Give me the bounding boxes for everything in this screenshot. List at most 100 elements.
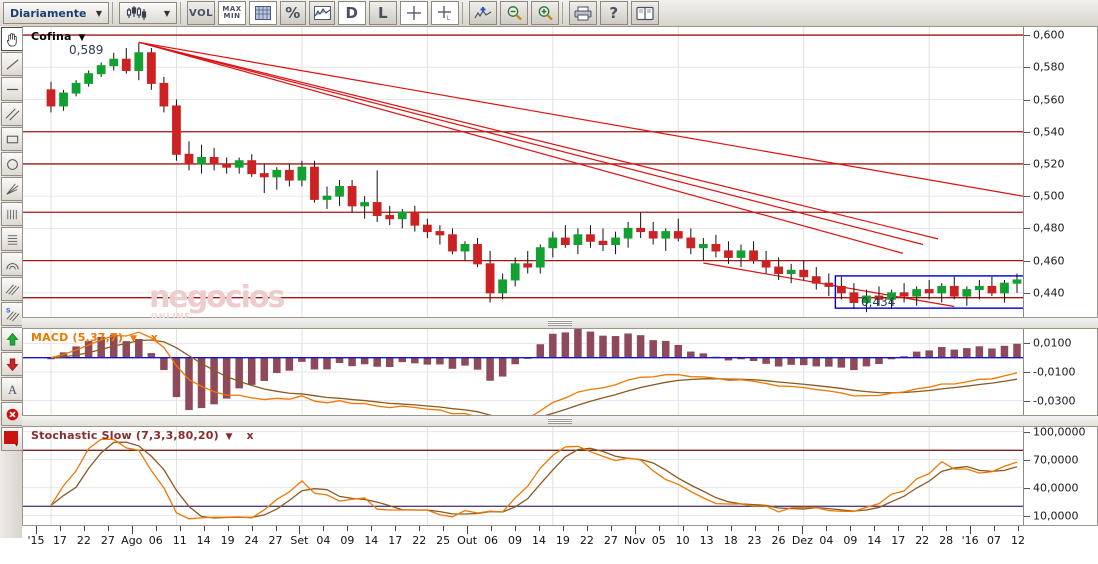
chevron-down-icon: ▼ [95, 8, 102, 18]
macd-tick-label: -0,0300 [1033, 394, 1076, 408]
date-tick [826, 526, 828, 531]
tool-horizontal-grid[interactable] [1, 227, 23, 251]
volume-button[interactable]: VOL [187, 1, 215, 25]
charttype-selector[interactable]: ▼ [119, 2, 177, 24]
date-tick [443, 526, 445, 531]
macd-close-icon[interactable]: x [150, 331, 158, 344]
chevron-down-icon: ▼ [129, 334, 137, 344]
tool-speedlines[interactable] [1, 277, 23, 301]
printer-icon [574, 6, 592, 21]
tool-arc[interactable] [1, 252, 23, 276]
date-tick-label: 23 [747, 534, 762, 547]
volume-icon: VOL [189, 7, 213, 19]
stochastic-plot-area[interactable] [23, 427, 1023, 525]
date-tick-label: Nov [624, 534, 646, 547]
stochastic-axis[interactable]: 100,0000 70,0000 40,0000 10,0000 [1023, 425, 1098, 525]
print-button[interactable] [569, 1, 597, 25]
date-tick-label: 07 [987, 534, 1002, 547]
tool-pan[interactable] [1, 27, 23, 51]
parallel-lines-icon [5, 107, 20, 122]
price-pane[interactable]: Cofina ▼ 0,589 negocios ONLINE 0,434 0,6… [22, 26, 1098, 321]
date-tick [946, 526, 948, 531]
stochastic-header[interactable]: Stochastic Slow (7,3,3,80,20) ▼ x [31, 429, 254, 442]
price-axis[interactable]: 0,600 0,580 0,560 0,540 0,520 0,500 0,480 0,460… [1023, 27, 1098, 317]
zoom-out-button[interactable] [500, 1, 528, 25]
tool-rectangle[interactable] [1, 127, 23, 151]
maxmin-button[interactable]: MAX MIN [218, 1, 246, 25]
macd-axis[interactable]: 0,0100 -0,0100 -0,0300 [1023, 329, 1098, 415]
symbol-header[interactable]: Cofina ▼ [31, 30, 85, 43]
date-tick [922, 526, 924, 531]
last-price-label: 0,589 [69, 43, 104, 57]
date-tick-label: 22 [76, 534, 91, 547]
tool-parallel-lines[interactable] [1, 102, 23, 126]
tool-text[interactable]: A [1, 377, 23, 401]
date-tick [83, 526, 85, 531]
tool-delete[interactable] [1, 402, 23, 426]
delete-circle-icon [5, 407, 20, 422]
macd-title: MACD (5,37,7) [31, 331, 124, 344]
stochastic-pane[interactable]: Stochastic Slow (7,3,3,80,20) ▼ x 100,00… [22, 425, 1098, 526]
date-tick [371, 526, 373, 531]
timeframe-label: Diariamente [10, 6, 87, 20]
date-tick [802, 526, 804, 534]
grid-button[interactable] [249, 1, 277, 25]
tool-trendline[interactable] [1, 52, 23, 76]
date-tick [107, 526, 109, 531]
splitter-price-macd[interactable] [22, 318, 1098, 328]
crosshair-label-icon: L [437, 5, 454, 21]
tool-horizontal-line[interactable] [1, 77, 23, 101]
tool-arrow-down[interactable] [1, 352, 23, 376]
date-tick-label: 17 [52, 534, 67, 547]
zoom-in-icon [537, 5, 554, 21]
tool-speedlines-s[interactable]: S [1, 302, 23, 326]
crosshair-button[interactable] [400, 1, 428, 25]
date-tick-label: 19 [220, 534, 235, 547]
date-tick-label: 24 [244, 534, 259, 547]
timeframe-selector[interactable]: Diariamente ▼ [3, 2, 109, 24]
tool-fan[interactable] [1, 177, 23, 201]
splitter-macd-stoch[interactable] [22, 416, 1098, 426]
percent-button[interactable]: % [280, 1, 306, 25]
area-chart-button[interactable] [309, 1, 335, 25]
date-tick [634, 526, 636, 534]
date-tick-label: Set [290, 534, 309, 547]
date-tick [419, 526, 421, 531]
drawings-button[interactable]: D [338, 1, 366, 25]
macd-pane[interactable]: MACD (5,37,7) ▼ x 0,0100 -0,0100 -0,0300 [22, 328, 1098, 416]
date-tick [299, 526, 301, 534]
price-plot-area[interactable] [23, 27, 1023, 317]
tool-color[interactable] [1, 427, 23, 451]
tool-arrow-up[interactable] [1, 327, 23, 351]
date-tick [1018, 526, 1019, 531]
price-tick-label: 0,600 [1033, 28, 1065, 42]
zoom-out-icon [506, 5, 523, 21]
date-tick-label: 22 [412, 534, 427, 547]
date-tick-label: 25 [436, 534, 451, 547]
date-tick [131, 526, 133, 534]
date-tick [251, 526, 253, 531]
crosshair-label-button[interactable]: L [431, 1, 459, 25]
labels-button[interactable]: L [369, 1, 397, 25]
zoom-in-button[interactable] [531, 1, 559, 25]
date-tick [323, 526, 325, 531]
macd-plot-area[interactable] [23, 329, 1023, 415]
date-tick [850, 526, 852, 531]
stochastic-close-icon[interactable]: x [246, 429, 254, 442]
add-indicator-button[interactable] [469, 1, 497, 25]
ellipse-icon [5, 157, 20, 172]
area-chart-icon [313, 6, 331, 20]
date-axis[interactable]: '15 17 22 27 Ago 06 11 14 19 24 27 Set 04 09 14 17 22 25 O… [22, 526, 1098, 564]
date-tick-label: 11 [172, 534, 187, 547]
tool-ellipse[interactable] [1, 152, 23, 176]
help-button[interactable]: ? [600, 1, 628, 25]
macd-header[interactable]: MACD (5,37,7) ▼ x [31, 331, 158, 344]
tool-vertical-grid[interactable] [1, 202, 23, 226]
book-button[interactable] [631, 1, 659, 25]
horizontal-line-icon [5, 82, 20, 97]
date-tick [994, 526, 996, 531]
date-tick-label: '16 [961, 534, 979, 547]
percent-icon: % [285, 4, 301, 22]
date-tick-label: 17 [388, 534, 403, 547]
price-tick-label: 0,460 [1033, 254, 1065, 268]
